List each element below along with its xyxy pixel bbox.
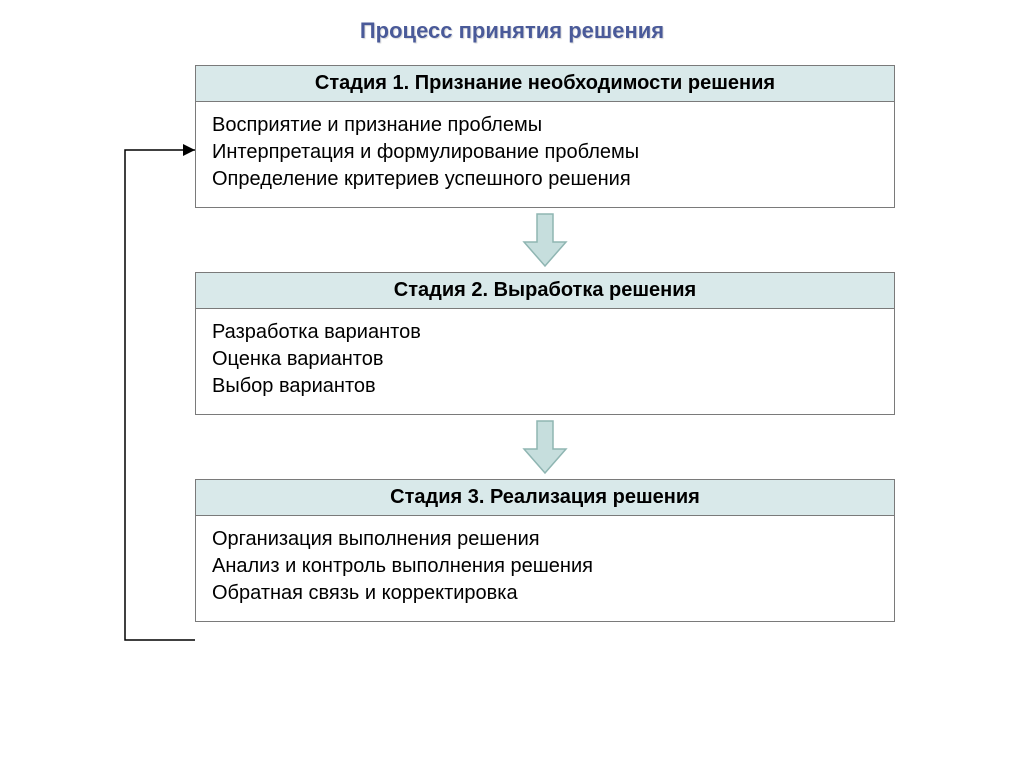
stage-2-line-3: Выбор вариантов — [212, 373, 878, 400]
stage-3-line-2: Анализ и контроль выполнения решения — [212, 553, 878, 580]
feedback-path — [125, 150, 195, 640]
stage-3-line-3: Обратная связь и корректировка — [212, 580, 878, 607]
stage-1-header: Стадия 1. Признание необходимости решени… — [196, 66, 894, 102]
stage-2-body: Разработка вариантов Оценка вариантов Вы… — [196, 309, 894, 414]
stage-3-line-1: Организация выполнения решения — [212, 526, 878, 553]
stage-3-body: Организация выполнения решения Анализ и … — [196, 516, 894, 621]
stage-2-block: Стадия 2. Выработка решения Разработка в… — [195, 272, 895, 415]
stage-1-body: Восприятие и признание проблемы Интерпре… — [196, 102, 894, 207]
stage-1-block: Стадия 1. Признание необходимости решени… — [195, 65, 895, 208]
arrow-down-icon — [520, 212, 570, 268]
stage-2-header: Стадия 2. Выработка решения — [196, 273, 894, 309]
arrow-down-icon — [520, 419, 570, 475]
stage-1-line-2: Интерпретация и формулирование проблемы — [212, 139, 878, 166]
stage-3-header: Стадия 3. Реализация решения — [196, 480, 894, 516]
arrow-shape — [524, 214, 566, 266]
stage-2-line-2: Оценка вариантов — [212, 346, 878, 373]
diagram-title: Процесс принятия решения — [0, 0, 1024, 44]
stage-2-line-1: Разработка вариантов — [212, 319, 878, 346]
stage-3-block: Стадия 3. Реализация решения Организация… — [195, 479, 895, 622]
stage-1-line-3: Определение критериев успешного решения — [212, 166, 878, 193]
arrow-shape — [524, 421, 566, 473]
diagram-container: Стадия 1. Признание необходимости решени… — [195, 65, 895, 622]
feedback-arrowhead-icon — [183, 144, 195, 156]
stage-1-line-1: Восприятие и признание проблемы — [212, 112, 878, 139]
